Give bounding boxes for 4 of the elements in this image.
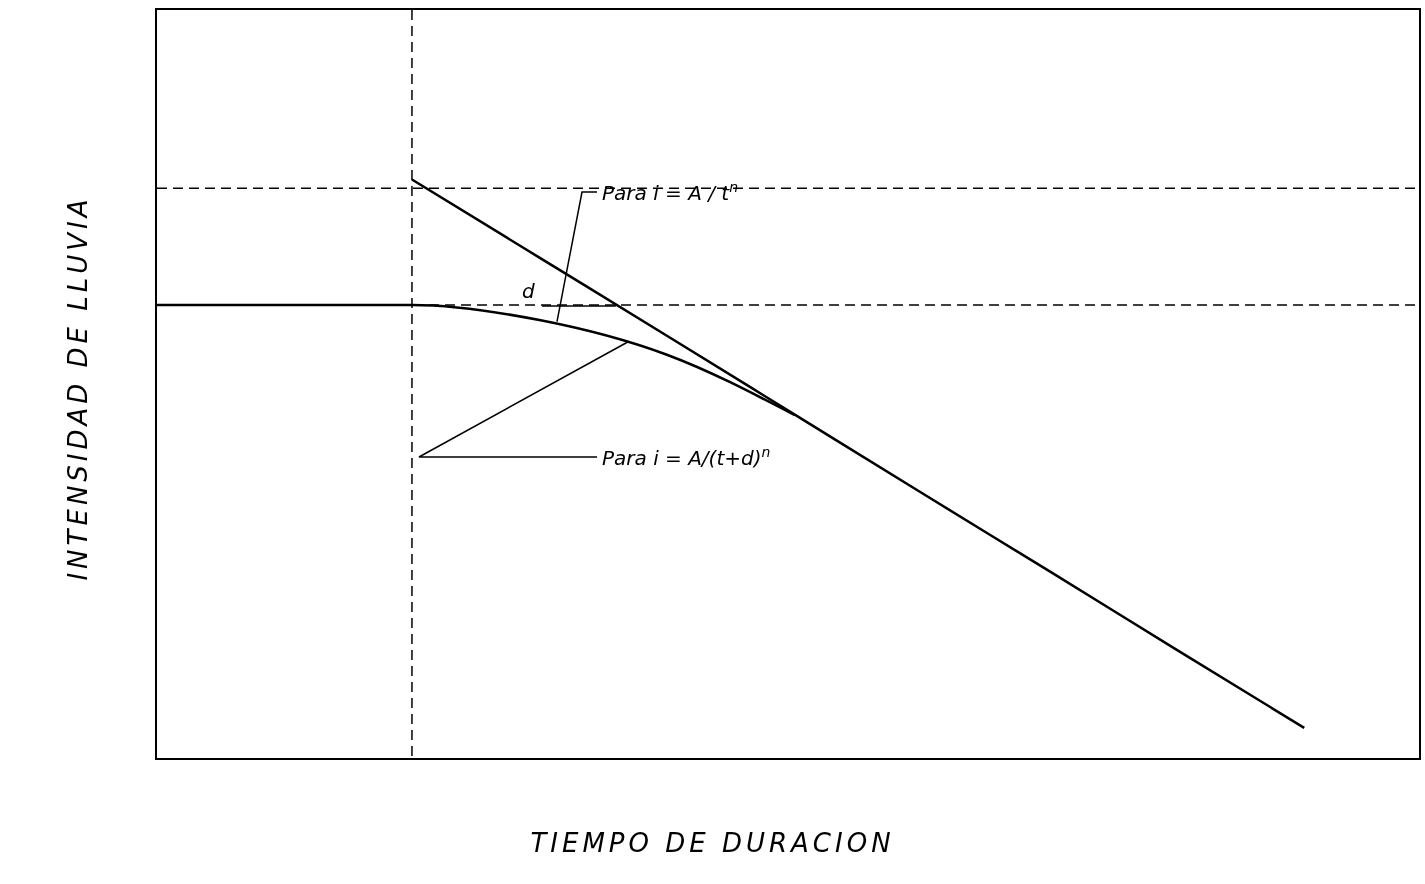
x-axis-title: TIEMPO DE DURACION — [529, 828, 896, 858]
annotation: d — [522, 279, 535, 303]
annotation: Para i = A/(t+d)$^{n}$ — [602, 444, 771, 470]
y-axis-title: INTENSIDAD DE LLUVIA — [63, 195, 93, 581]
